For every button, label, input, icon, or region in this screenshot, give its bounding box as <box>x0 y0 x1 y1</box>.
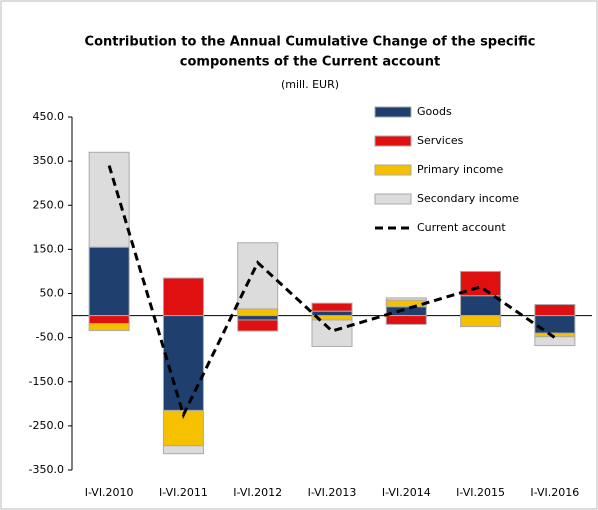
bar <box>460 270 502 297</box>
legend-label: Services <box>417 134 464 147</box>
legend-label: Primary income <box>417 163 504 176</box>
y-tick-label: -250.0 <box>29 419 64 432</box>
bar <box>162 277 204 317</box>
bar <box>162 445 204 455</box>
bar <box>534 304 576 317</box>
y-tick-label: 250.0 <box>33 198 65 211</box>
y-tick-label: -150.0 <box>29 375 64 388</box>
bar <box>88 323 130 332</box>
bar <box>237 319 279 332</box>
bar <box>88 315 130 325</box>
bar <box>311 310 353 317</box>
bar <box>385 299 427 308</box>
legend-swatch <box>374 164 412 176</box>
legend-label: Goods <box>417 105 452 118</box>
legend-label: Secondary income <box>417 192 519 205</box>
y-tick-label: -50.0 <box>36 331 64 344</box>
legend-swatch <box>374 193 412 205</box>
x-tick-label: I-VI.2011 <box>159 486 208 499</box>
x-tick-label: I-VI.2014 <box>382 486 431 499</box>
bar <box>385 306 427 317</box>
legend-swatch <box>374 135 412 147</box>
legend-swatch <box>374 106 412 118</box>
bar <box>534 336 576 347</box>
y-tick-label: 50.0 <box>40 287 65 300</box>
bar <box>534 315 576 334</box>
bar <box>237 315 279 321</box>
x-tick-label: I-VI.2010 <box>85 486 134 499</box>
legend-label: Current account <box>417 221 506 234</box>
bar <box>385 315 427 325</box>
x-tick-label: I-VI.2013 <box>308 486 357 499</box>
bar <box>385 297 427 301</box>
chart-title: Contribution to the Annual Cumulative Ch… <box>85 35 536 50</box>
bar <box>460 295 502 317</box>
x-tick-label: I-VI.2016 <box>530 486 579 499</box>
y-tick-label: -350.0 <box>29 463 64 476</box>
bar <box>88 246 130 317</box>
y-tick-label: 350.0 <box>33 154 65 167</box>
bar <box>237 308 279 317</box>
y-tick-label: 150.0 <box>33 242 65 255</box>
chart-title: components of the Current account <box>180 55 440 70</box>
bar <box>460 315 502 328</box>
bar <box>237 242 279 310</box>
x-tick-label: I-VI.2015 <box>456 486 505 499</box>
bar <box>311 302 353 312</box>
x-tick-label: I-VI.2012 <box>233 486 282 499</box>
bar <box>162 315 204 411</box>
bar <box>311 319 353 347</box>
chart-subtitle: (mill. EUR) <box>281 78 339 91</box>
line <box>107 165 556 419</box>
y-tick-label: 450.0 <box>33 110 65 123</box>
